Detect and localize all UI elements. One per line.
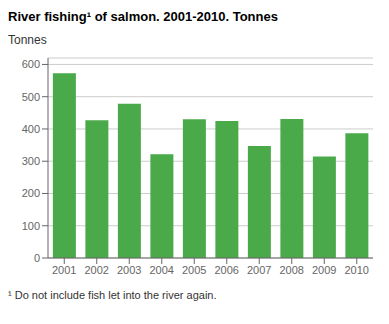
- svg-text:400: 400: [22, 123, 40, 135]
- svg-text:2002: 2002: [85, 264, 109, 276]
- svg-text:2005: 2005: [182, 264, 206, 276]
- svg-text:2006: 2006: [215, 264, 239, 276]
- svg-text:500: 500: [22, 91, 40, 103]
- svg-text:2001: 2001: [52, 264, 76, 276]
- svg-text:2010: 2010: [345, 264, 369, 276]
- svg-text:2008: 2008: [280, 264, 304, 276]
- svg-text:2004: 2004: [150, 264, 174, 276]
- svg-text:0: 0: [34, 252, 40, 264]
- svg-text:2009: 2009: [312, 264, 336, 276]
- svg-text:100: 100: [22, 220, 40, 232]
- html-text:¹ Do not include fish let into: ¹ Do not include fish let into the river…: [8, 289, 217, 301]
- svg-text:300: 300: [22, 155, 40, 167]
- svg-text:2003: 2003: [117, 264, 141, 276]
- html-text:River fishing¹ of salmon. 2001: River fishing¹ of salmon. 2001-2010. Ton…: [8, 9, 278, 24]
- svg-text:200: 200: [22, 187, 40, 199]
- svg-text:2007: 2007: [247, 264, 271, 276]
- svg-text:600: 600: [22, 58, 40, 70]
- html-text:Tonnes: Tonnes: [8, 33, 47, 47]
